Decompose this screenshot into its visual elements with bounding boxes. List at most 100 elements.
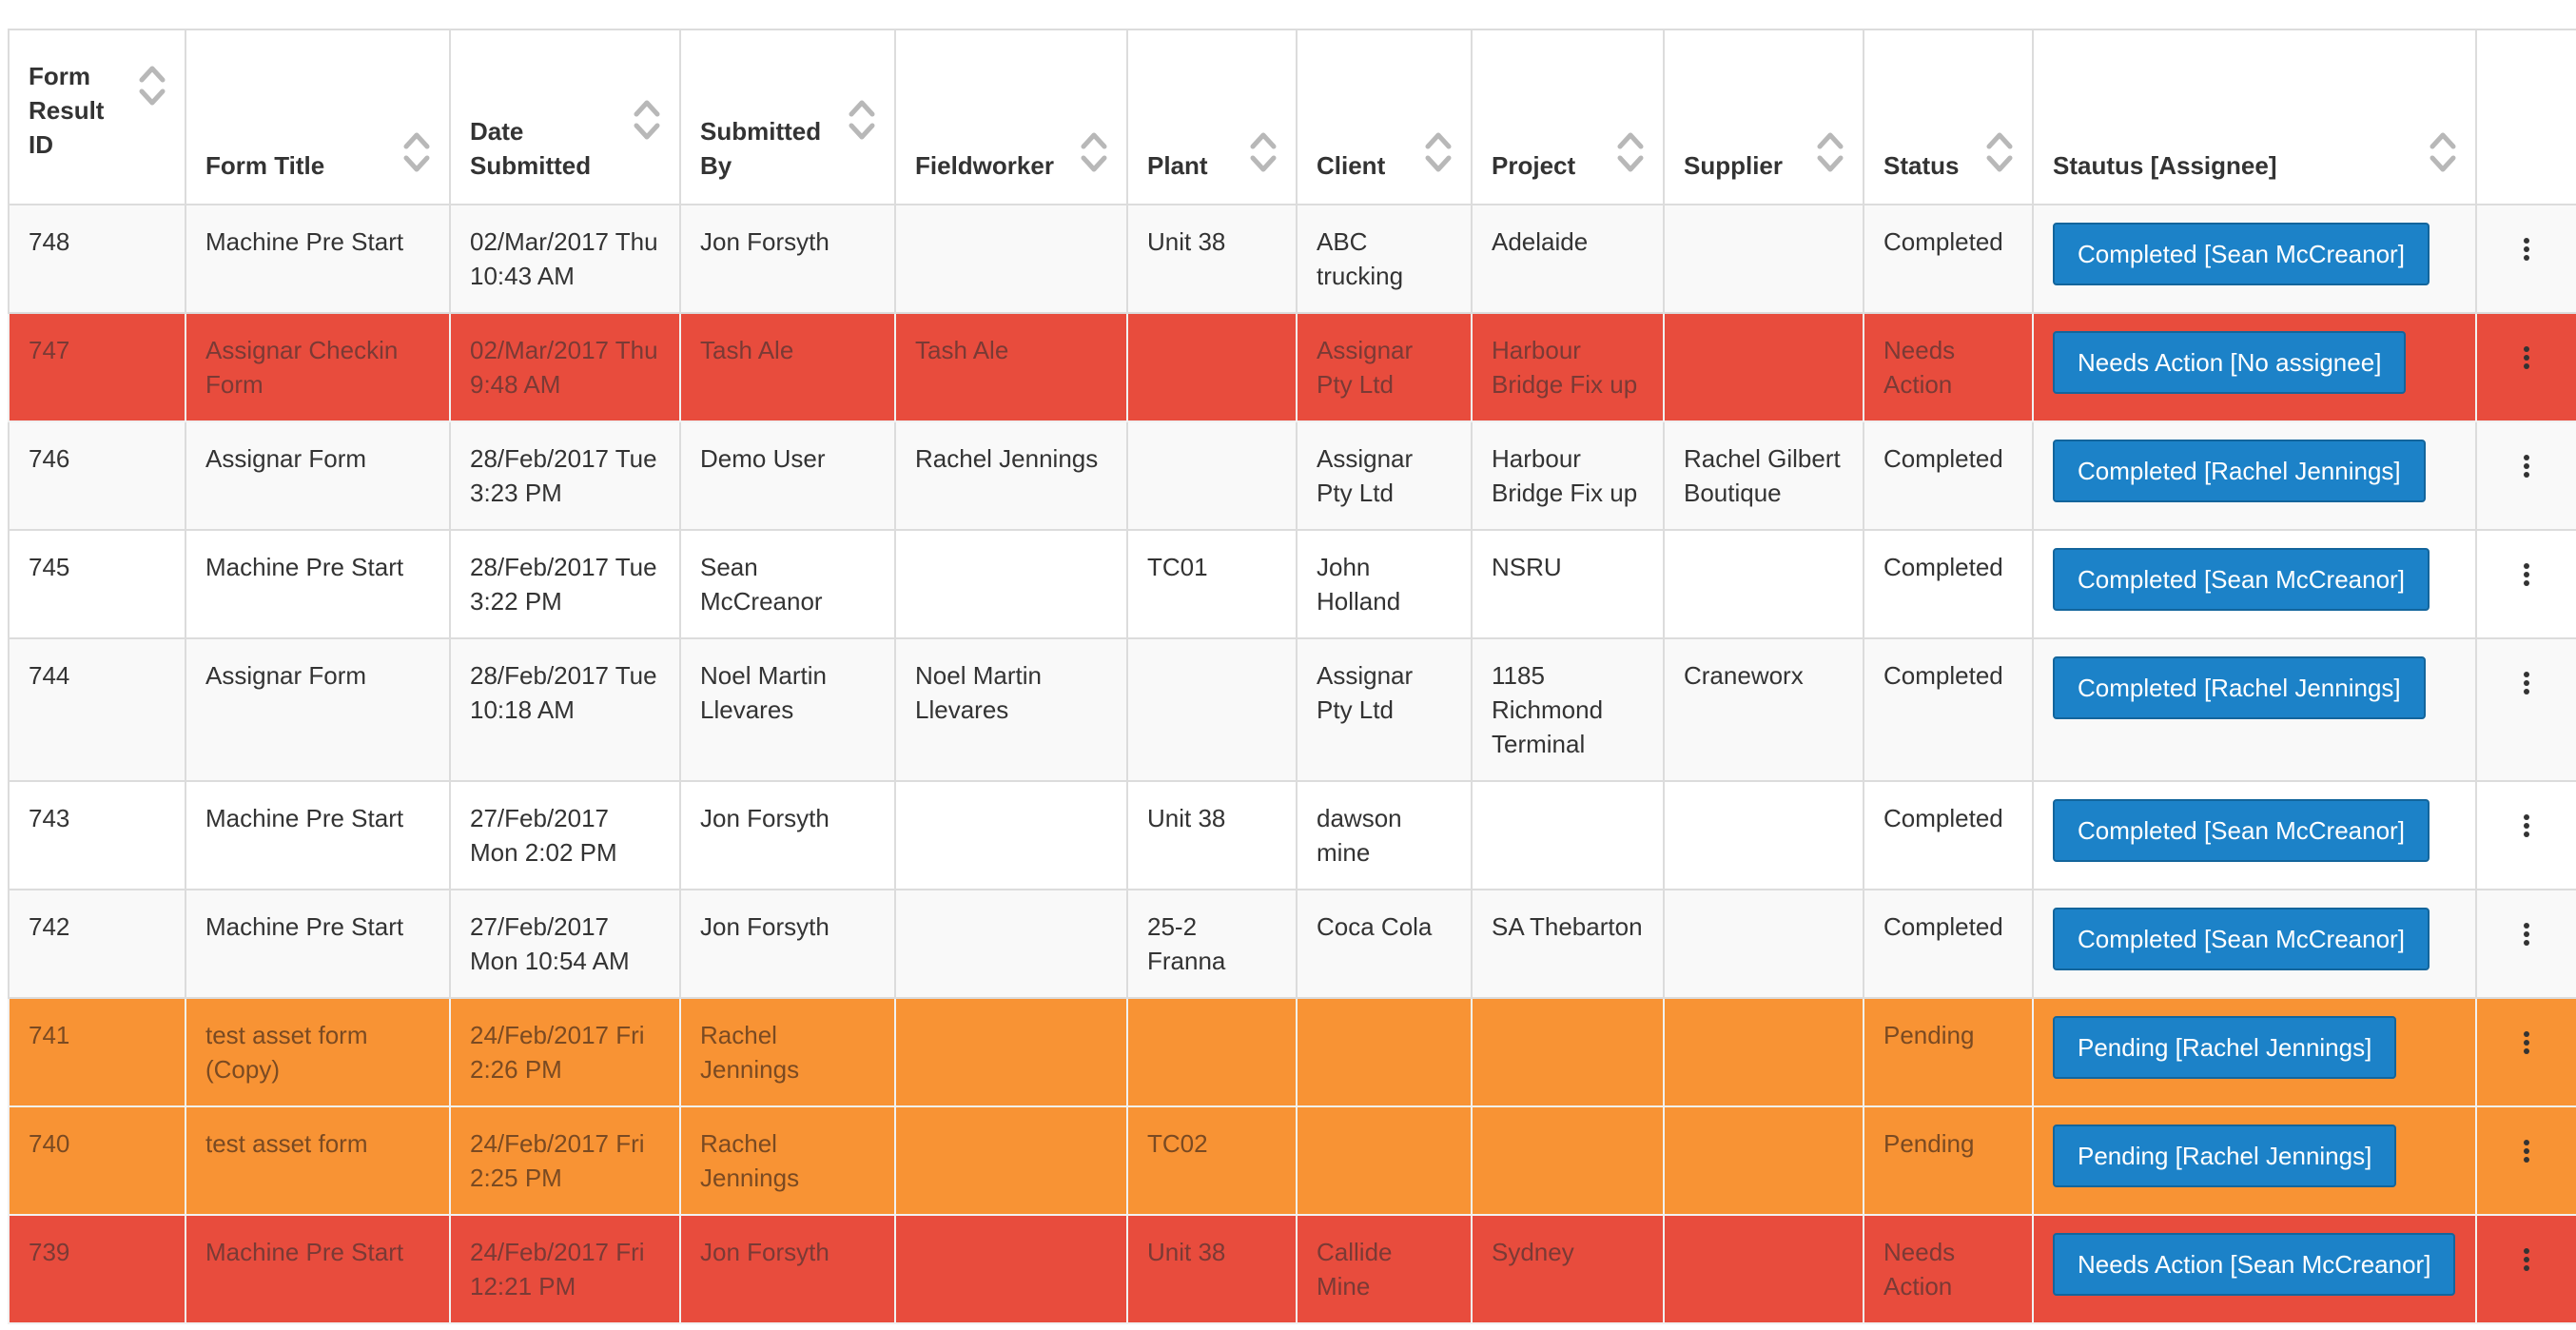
cell-submitted-by-text: Jon Forsyth [700,804,829,832]
sort-icon[interactable] [139,61,166,110]
table-row[interactable]: 742 Machine Pre Start 27/Feb/2017 Mon 10:5… [8,889,2576,999]
cell-plant-text: TC02 [1147,1129,1208,1158]
cell-client: Assignar Pty Ltd [1296,312,1473,422]
cell-submitted-by: Tash Ale [679,312,896,422]
cell-supplier [1663,997,1864,1107]
status-assignee-button[interactable]: Needs Action [Sean McCreanor] [2053,1233,2456,1296]
vertical-ellipsis-icon[interactable] [2523,923,2530,949]
sort-icon[interactable] [403,127,430,177]
status-assignee-button[interactable]: Completed [Sean McCreanor] [2053,908,2430,970]
cell-form-title-text: Machine Pre Start [205,912,404,941]
vertical-ellipsis-icon[interactable] [2523,1140,2530,1165]
cell-status-assignee: Pending [Rachel Jennings] [2032,1105,2477,1216]
cell-project-text: Harbour Bridge Fix up [1492,444,1638,507]
status-assignee-button[interactable]: Pending [Rachel Jennings] [2053,1016,2397,1079]
table-row[interactable]: 739 Machine Pre Start 24/Feb/2017 Fri 12:2… [8,1214,2576,1324]
vertical-ellipsis-icon[interactable] [2523,672,2530,697]
sort-icon[interactable] [1425,127,1452,177]
cell-status-text: Completed [1883,227,2003,256]
cell-status-text: Pending [1883,1021,1975,1049]
vertical-ellipsis-icon[interactable] [2523,814,2530,840]
cell-client-text: ABC trucking [1317,227,1404,290]
cell-fieldworker [894,889,1128,999]
status-assignee-button[interactable]: Completed [Sean McCreanor] [2053,548,2430,611]
sort-icon[interactable] [634,95,660,145]
sort-icon[interactable] [1081,127,1107,177]
column-header-date-submitted[interactable]: Date Submitted [449,29,681,205]
column-header-status-assignee[interactable]: Stautus [Assignee] [2032,29,2477,205]
cell-fieldworker [894,997,1128,1107]
column-header-fieldworker[interactable]: Fieldworker [894,29,1128,205]
sort-icon[interactable] [2430,127,2456,177]
vertical-ellipsis-icon[interactable] [2523,238,2530,264]
cell-supplier-text: Rachel Gilbert Boutique [1684,444,1841,507]
sort-icon[interactable] [1817,127,1844,177]
column-header-submitted-by[interactable]: Submitted By [679,29,896,205]
cell-form-title-text: Machine Pre Start [205,553,404,581]
cell-actions [2475,1214,2576,1324]
cell-date-submitted: 02/Mar/2017 Thu 9:48 AM [449,312,681,422]
cell-submitted-by-text: Noel Martin Llevares [700,661,827,724]
table-row[interactable]: 747 Assignar Checkin Form 02/Mar/2017 Thu … [8,312,2576,422]
sort-icon[interactable] [849,95,875,145]
cell-fieldworker: Rachel Jennings [894,421,1128,531]
cell-plant: TC02 [1126,1105,1298,1216]
cell-form-result-id-text: 742 [29,912,70,941]
vertical-ellipsis-icon[interactable] [2523,563,2530,589]
cell-status-assignee: Pending [Rachel Jennings] [2032,997,2477,1107]
vertical-ellipsis-icon[interactable] [2523,346,2530,372]
cell-actions [2475,204,2576,314]
cell-submitted-by: Noel Martin Llevares [679,637,896,782]
cell-client [1296,997,1473,1107]
status-assignee-button[interactable]: Pending [Rachel Jennings] [2053,1125,2397,1187]
status-assignee-button[interactable]: Completed [Rachel Jennings] [2053,656,2426,719]
status-assignee-button[interactable]: Completed [Rachel Jennings] [2053,440,2426,502]
sort-icon[interactable] [1250,127,1277,177]
column-header-label: Submitted By [700,117,822,180]
column-header-project[interactable]: Project [1471,29,1665,205]
form-results-table-container: Form Result ID Form Title Date Submitted… [8,29,2576,1324]
column-header-label: Plant [1147,151,1208,180]
cell-form-title-text: Machine Pre Start [205,227,404,256]
cell-project-text: SA Thebarton [1492,912,1643,941]
table-row[interactable]: 745 Machine Pre Start 28/Feb/2017 Tue 3:22… [8,529,2576,639]
cell-status-text: Needs Action [1883,1238,1956,1301]
column-header-form-title[interactable]: Form Title [185,29,451,205]
vertical-ellipsis-icon[interactable] [2523,1248,2530,1274]
table-row[interactable]: 746 Assignar Form 28/Feb/2017 Tue 3:23 PM D… [8,421,2576,531]
cell-client-text: Assignar Pty Ltd [1317,336,1414,399]
column-header-supplier[interactable]: Supplier [1663,29,1864,205]
column-header-form-result-id[interactable]: Form Result ID [8,29,186,205]
cell-plant [1126,997,1298,1107]
table-row[interactable]: 744 Assignar Form 28/Feb/2017 Tue 10:18 AM… [8,637,2576,782]
cell-date-submitted-text: 28/Feb/2017 Tue 3:23 PM [470,444,657,507]
vertical-ellipsis-icon[interactable] [2523,1031,2530,1057]
sort-icon[interactable] [1986,127,2013,177]
cell-client: dawson mine [1296,780,1473,890]
table-body: 748 Machine Pre Start 02/Mar/2017 Thu 10:4… [8,204,2576,1324]
column-header-status[interactable]: Status [1863,29,2034,205]
table-row[interactable]: 743 Machine Pre Start 27/Feb/2017 Mon 2:02… [8,780,2576,890]
cell-fieldworker [894,1105,1128,1216]
cell-actions [2475,997,2576,1107]
cell-client-text: Coca Cola [1317,912,1433,941]
cell-fieldworker [894,780,1128,890]
cell-fieldworker: Tash Ale [894,312,1128,422]
status-assignee-button[interactable]: Completed [Sean McCreanor] [2053,223,2430,285]
cell-form-title-text: Machine Pre Start [205,1238,404,1266]
status-assignee-button[interactable]: Completed [Sean McCreanor] [2053,799,2430,862]
table-row[interactable]: 748 Machine Pre Start 02/Mar/2017 Thu 10:4… [8,204,2576,314]
cell-project-text: NSRU [1492,553,1562,581]
status-assignee-button[interactable]: Needs Action [No assignee] [2053,331,2407,394]
cell-form-result-id: 747 [8,312,186,422]
table-row[interactable]: 741 test asset form (Copy) 24/Feb/2017 Fri… [8,997,2576,1107]
table-row[interactable]: 740 test asset form 24/Feb/2017 Fri 2:25 P… [8,1105,2576,1216]
cell-form-result-id-text: 747 [29,336,70,364]
column-header-client[interactable]: Client [1296,29,1473,205]
cell-date-submitted-text: 27/Feb/2017 Mon 10:54 AM [470,912,630,975]
sort-icon[interactable] [1617,127,1644,177]
cell-fieldworker [894,1214,1128,1324]
cell-form-result-id-text: 746 [29,444,70,473]
vertical-ellipsis-icon[interactable] [2523,455,2530,480]
column-header-plant[interactable]: Plant [1126,29,1298,205]
